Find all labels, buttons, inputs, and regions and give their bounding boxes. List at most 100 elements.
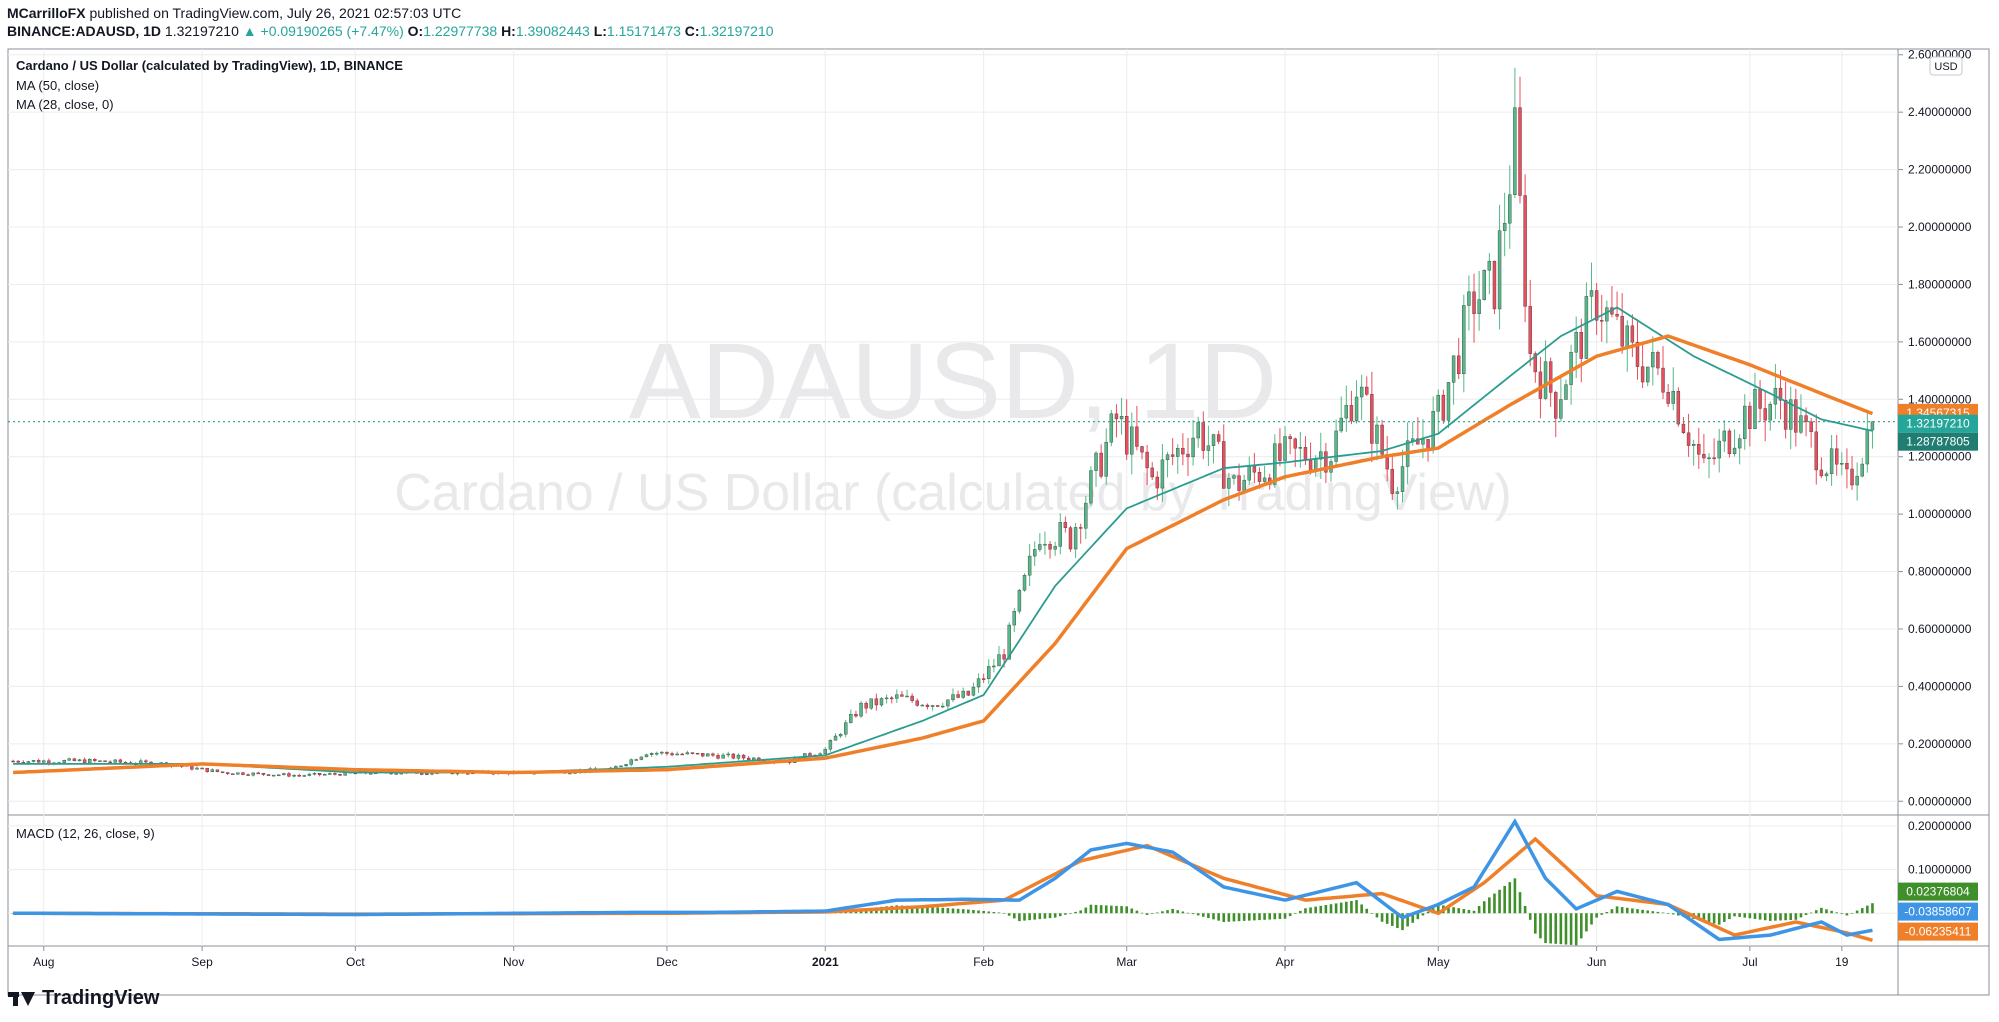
publish-info: MCarrilloFX published on TradingView.com…	[7, 5, 461, 21]
candle-body	[1783, 400, 1788, 430]
candle-body	[307, 773, 312, 776]
candle-body	[1451, 355, 1456, 383]
candle-body	[338, 774, 342, 776]
candle-body	[1145, 451, 1149, 469]
macd-histogram-bar	[1201, 913, 1205, 917]
symbol-info: BINANCE:ADAUSD, 1D 1.32197210 ▲ +0.09190…	[7, 23, 774, 39]
currency-badge[interactable]	[1929, 56, 1963, 76]
time-tick-label: Dec	[656, 955, 677, 969]
candle-body	[1324, 451, 1328, 473]
time-tick-label: Nov	[503, 955, 524, 969]
macd-histogram-bar	[1038, 913, 1042, 920]
macd-histogram-bar	[1845, 913, 1849, 916]
candle-body	[1543, 361, 1548, 399]
macd-histogram-bar	[1293, 913, 1297, 914]
time-tick-label: Aug	[33, 955, 54, 969]
macd-histogram-bar	[1299, 910, 1302, 914]
candle-body	[241, 772, 245, 775]
candle-body	[277, 774, 281, 777]
macd-histogram-bar	[1763, 913, 1767, 921]
candle-body	[1375, 424, 1379, 444]
macd-histogram-bar	[1544, 913, 1547, 944]
ma28-legend[interactable]: MA (28, close, 0)	[16, 97, 114, 112]
macd-histogram-bar	[1406, 913, 1409, 927]
published-text: published on TradingView.com, July 26, 2…	[89, 5, 462, 21]
macd-histogram-bar	[1012, 913, 1016, 919]
macd-histogram-bar	[1258, 913, 1261, 921]
candle-body	[1589, 290, 1594, 297]
high-label: H:	[501, 23, 516, 39]
candle-body	[1865, 429, 1870, 465]
candle-body	[1242, 479, 1246, 491]
price-tick-label: 0.20000000	[1908, 737, 1972, 751]
price-tick-label: 1.00000000	[1908, 507, 1972, 521]
candle-body	[1799, 415, 1803, 433]
macd-histogram-bar	[1390, 913, 1394, 926]
macd-histogram-bar	[915, 906, 919, 914]
candle-body	[895, 694, 899, 699]
candle-body	[42, 760, 46, 763]
macd-histogram-bar	[1426, 911, 1430, 914]
symbol-label: BINANCE:ADAUSD, 1D	[7, 23, 162, 39]
macd-histogram-bar	[1452, 907, 1455, 914]
candle-body	[1181, 447, 1185, 455]
candle-body	[1778, 387, 1783, 401]
candle-body	[624, 764, 628, 767]
candle-body	[103, 760, 107, 763]
candle-body	[1574, 332, 1578, 353]
macd-histogram-bar	[936, 907, 939, 914]
macd-histogram-bar	[1278, 913, 1282, 919]
macd-legend[interactable]: MACD (12, 26, close, 9)	[16, 826, 155, 841]
macd-histogram-bar	[1156, 912, 1159, 914]
macd-histogram-bar	[1549, 913, 1552, 944]
macd-histogram-bar	[1436, 904, 1440, 914]
macd-histogram-bar	[1835, 912, 1839, 914]
candle-body	[695, 752, 700, 755]
macd-histogram-bar	[1528, 913, 1532, 920]
candle-body	[1206, 445, 1211, 451]
watermark-symbol: ADAUSD, 1D	[629, 320, 1277, 441]
macd-histogram-bar	[1099, 905, 1103, 914]
candle-body	[1753, 389, 1757, 429]
tradingview-brand[interactable]: TradingView	[8, 987, 159, 1010]
time-tick-label: Mar	[1116, 955, 1137, 969]
candle-body	[987, 666, 991, 679]
candle-body	[1671, 390, 1675, 404]
candle-body	[905, 695, 909, 698]
candle-body	[1084, 502, 1088, 529]
candle-body	[660, 751, 664, 754]
candle-body	[1222, 441, 1226, 489]
candle-body	[731, 753, 736, 759]
candle-body	[1022, 574, 1027, 591]
macd-histogram-bar	[1600, 913, 1604, 915]
candle-body	[1508, 194, 1512, 224]
candle-body	[62, 760, 66, 763]
candle-body	[726, 753, 730, 756]
macd-histogram-bar	[1396, 913, 1399, 929]
macd-histogram-bar	[1855, 910, 1859, 914]
candle-body	[1845, 463, 1849, 470]
price-tick-label: 0.40000000	[1908, 679, 1972, 693]
candle-body	[1824, 473, 1829, 477]
chart-title[interactable]: Cardano / US Dollar (calculated by Tradi…	[16, 58, 403, 73]
candle-body	[195, 767, 199, 770]
macd-histogram-bar	[1809, 912, 1813, 914]
candle-body	[1119, 416, 1124, 420]
macd-histogram-bar	[1150, 913, 1154, 914]
time-tick-label: Sep	[191, 955, 213, 969]
candle-body	[1079, 527, 1083, 529]
candle-body	[1829, 448, 1834, 475]
candle-body	[706, 753, 710, 757]
candle-body	[1150, 467, 1154, 478]
currency-label: USD	[1934, 61, 1957, 73]
candle-body	[685, 752, 690, 755]
macd-histogram-bar	[1196, 913, 1200, 916]
macd-histogram-bar	[1518, 892, 1522, 914]
publisher-name[interactable]: MCarrilloFX	[7, 5, 86, 21]
up-arrow-icon: ▲	[242, 23, 257, 39]
macd-histogram-bar	[1309, 907, 1312, 914]
candle-body	[1472, 291, 1476, 314]
candle-body	[1722, 430, 1727, 442]
ma50-legend[interactable]: MA (50, close)	[16, 78, 100, 93]
